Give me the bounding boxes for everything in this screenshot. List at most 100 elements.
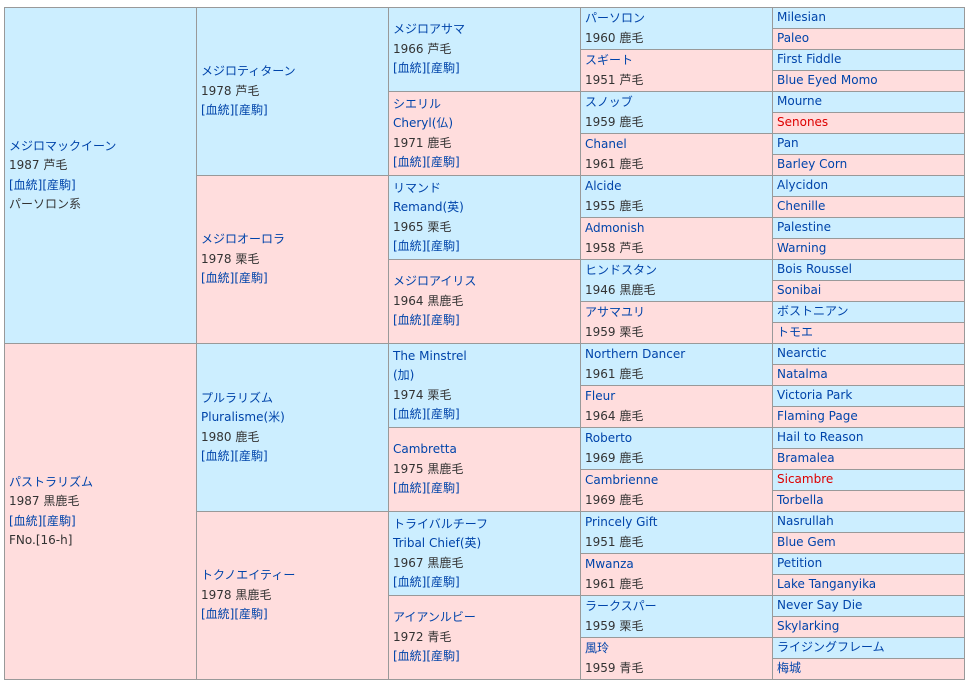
pedigree-link[interactable]: [血統] <box>201 103 235 118</box>
pedigree-link[interactable]: [血統] <box>393 239 427 253</box>
horse-name[interactable]: Bramalea <box>777 451 835 466</box>
offspring-link[interactable]: [産駒] <box>426 649 460 664</box>
horse-name[interactable]: トクノエイティー <box>201 568 296 583</box>
horse-name[interactable]: ラークスパー <box>585 599 657 613</box>
horse-name[interactable]: Alycidon <box>777 178 829 193</box>
horse-name[interactable]: メジロマックイーン <box>9 138 117 153</box>
horse-origin-name[interactable]: Tribal Chief(英) <box>393 536 482 550</box>
horse-name[interactable]: アサマユリ <box>585 305 646 319</box>
pedigree-link[interactable]: [血統] <box>393 575 427 589</box>
horse-name[interactable]: Milesian <box>777 10 826 25</box>
horse-name[interactable]: アイアンルビー <box>393 610 476 625</box>
horse-name[interactable]: パストラリズム <box>9 474 94 489</box>
offspring-link[interactable]: [産駒] <box>426 481 460 496</box>
horse-name[interactable]: Alcide <box>585 179 622 193</box>
horse-name[interactable]: Mwanza <box>585 557 634 571</box>
horse-name[interactable]: Northern Dancer <box>585 347 686 361</box>
pedigree-link[interactable]: [血統] <box>393 155 427 169</box>
horse-name[interactable]: メジロアイリス <box>393 274 477 289</box>
horse-name[interactable]: Flaming Page <box>777 409 858 424</box>
horse-name[interactable]: メジロティターン <box>201 64 296 79</box>
horse-name[interactable]: Senones <box>777 115 829 130</box>
horse-name[interactable]: 風玲 <box>585 641 610 655</box>
horse-name[interactable]: Pan <box>777 136 799 151</box>
pedigree-link[interactable]: [血統] <box>393 61 427 76</box>
pedigree-link[interactable]: [血統] <box>201 271 235 286</box>
horse-name[interactable]: Nearctic <box>777 346 827 361</box>
gen5-horse: Never Say Die <box>772 595 965 617</box>
horse-name[interactable]: Natalma <box>777 367 828 382</box>
horse-name[interactable]: Blue Eyed Momo <box>777 73 878 88</box>
horse-name[interactable]: Sonibai <box>777 283 822 298</box>
offspring-link[interactable]: [産駒] <box>234 449 268 463</box>
horse-name[interactable]: スギート <box>585 53 634 67</box>
horse-origin-name[interactable]: Remand(英) <box>393 200 464 214</box>
horse-name[interactable]: Cambrienne <box>585 473 659 487</box>
pedigree-table: メジロマックイーン 1987 芦毛 [血統][産駒] パーソロン系 メジロティターン 19… <box>4 7 965 680</box>
horse-name[interactable]: 梅城 <box>777 661 802 676</box>
pedigree-link[interactable]: [血統] <box>393 407 427 421</box>
offspring-link[interactable]: [産駒] <box>426 407 460 421</box>
horse-info: 1980 鹿毛 <box>201 428 384 448</box>
horse-name[interactable]: Sicambre <box>777 472 834 487</box>
horse-name[interactable]: Admonish <box>585 221 645 235</box>
horse-name[interactable]: Fleur <box>585 389 616 403</box>
horse-name[interactable]: トライバルチーフ <box>393 516 489 531</box>
gen4-horse: アサマユリ 1959 栗毛 <box>580 301 773 344</box>
horse-name[interactable]: Bois Roussel <box>777 262 852 277</box>
pedigree-link[interactable]: [血統] <box>201 449 235 463</box>
pedigree-link[interactable]: [血統] <box>393 481 427 496</box>
horse-name[interactable]: Warning <box>777 241 827 256</box>
horse-name[interactable]: Chenille <box>777 199 826 214</box>
horse-name[interactable]: Torbella <box>777 493 824 508</box>
horse-name[interactable]: リマンド <box>393 180 442 195</box>
horse-name[interactable]: Never Say Die <box>777 598 863 613</box>
horse-name[interactable]: Nasrullah <box>777 514 834 529</box>
horse-name[interactable]: スノッブ <box>585 95 633 109</box>
horse-origin-name[interactable]: Cheryl(仏) <box>393 116 454 130</box>
horse-name[interactable]: Cambretta <box>393 442 457 457</box>
offspring-link[interactable]: [産駒] <box>426 61 460 76</box>
offspring-link[interactable]: [産駒] <box>42 177 76 192</box>
horse-name[interactable]: ライジングフレーム <box>777 640 885 655</box>
link-row: [血統][産駒] <box>393 311 576 331</box>
horse-name[interactable]: Hail to Reason <box>777 430 864 445</box>
horse-name[interactable]: Skylarking <box>777 619 840 634</box>
horse-name[interactable]: メジロオーロラ <box>201 232 286 247</box>
pedigree-link[interactable]: [血統] <box>9 513 43 528</box>
horse-name[interactable]: パーソロン <box>585 11 646 25</box>
offspring-link[interactable]: [産駒] <box>426 239 460 253</box>
horse-name[interactable]: First Fiddle <box>777 52 842 67</box>
horse-name[interactable]: Petition <box>777 556 823 571</box>
horse-name[interactable]: Palestine <box>777 220 832 235</box>
horse-name[interactable]: Mourne <box>777 94 823 109</box>
horse-name[interactable]: Paleo <box>777 31 810 46</box>
horse-name[interactable]: Blue Gem <box>777 535 836 550</box>
horse-name[interactable]: The Minstrel <box>393 348 467 363</box>
horse-origin-name[interactable]: Pluralisme(米) <box>201 410 285 424</box>
pedigree-link[interactable]: [血統] <box>201 607 235 622</box>
horse-name[interactable]: Barley Corn <box>777 157 848 172</box>
offspring-link[interactable]: [産駒] <box>234 607 268 622</box>
horse-name[interactable]: Lake Tanganyika <box>777 577 877 592</box>
offspring-link[interactable]: [産駒] <box>42 513 76 528</box>
pedigree-link[interactable]: [血統] <box>393 649 427 664</box>
offspring-link[interactable]: [産駒] <box>426 155 460 169</box>
horse-name[interactable]: プルラリズム <box>201 390 274 405</box>
horse-name[interactable]: シエリル <box>393 96 442 111</box>
horse-name[interactable]: Victoria Park <box>777 388 853 403</box>
pedigree-link[interactable]: [血統] <box>9 177 43 192</box>
horse-name[interactable]: Chanel <box>585 137 627 151</box>
offspring-link[interactable]: [産駒] <box>234 103 268 118</box>
offspring-link[interactable]: [産駒] <box>426 575 460 589</box>
offspring-link[interactable]: [産駒] <box>426 313 460 328</box>
horse-name[interactable]: トモエ <box>777 325 814 340</box>
horse-name[interactable]: Princely Gift <box>585 515 658 529</box>
horse-name[interactable]: メジロアサマ <box>393 22 466 37</box>
horse-name[interactable]: Roberto <box>585 431 633 445</box>
horse-name[interactable]: ボストニアン <box>777 304 849 319</box>
pedigree-link[interactable]: [血統] <box>393 313 427 328</box>
horse-name[interactable]: ヒンドスタン <box>585 263 658 277</box>
horse-origin-name[interactable]: (加) <box>393 368 415 382</box>
offspring-link[interactable]: [産駒] <box>234 271 268 286</box>
